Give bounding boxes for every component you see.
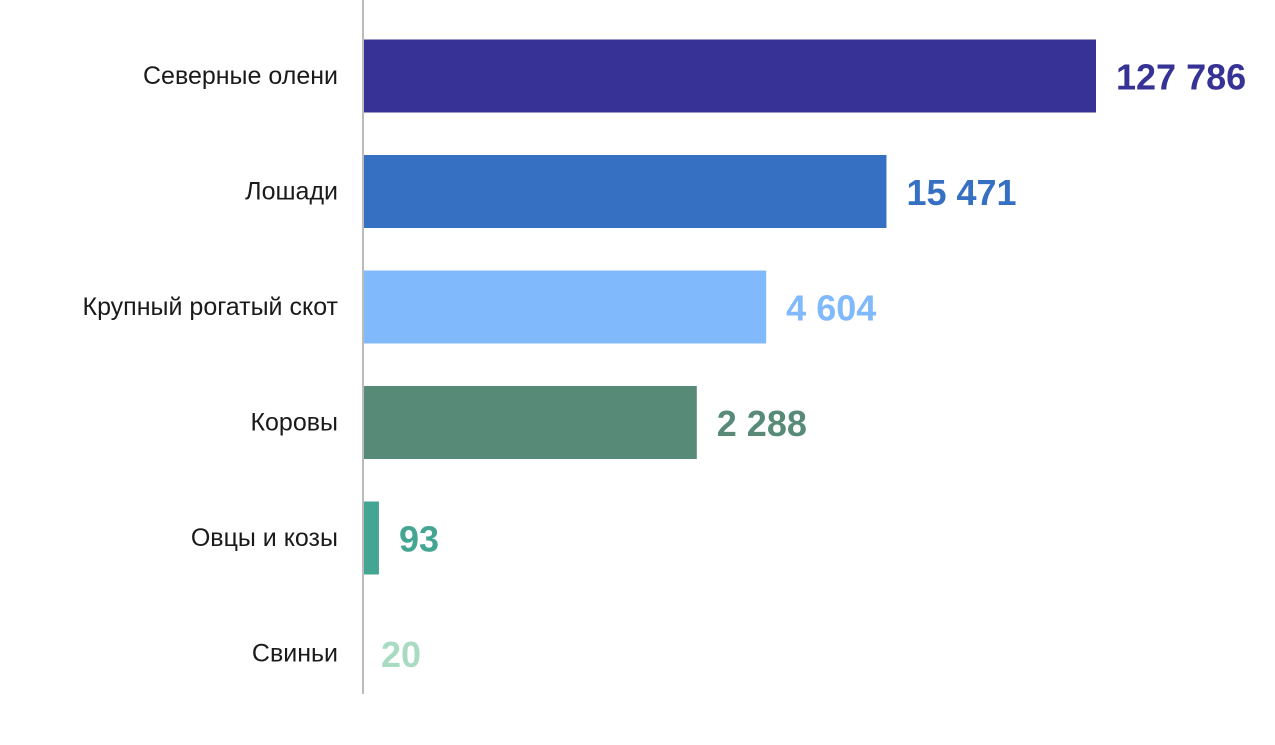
bars-layer <box>364 39 1096 575</box>
category-label: Овцы и козы <box>191 524 338 552</box>
category-label: Крупный рогатый скот <box>83 293 339 321</box>
value-label: 2 288 <box>717 403 807 444</box>
value-label: 20 <box>381 634 421 675</box>
category-label: Коровы <box>250 409 338 437</box>
bar <box>364 501 379 575</box>
category-label: Северные олени <box>143 62 338 90</box>
bar <box>364 39 1096 113</box>
labels-layer: Северные олени 127 786 Лошади 15 471 Крупный… <box>83 57 1247 676</box>
value-label: 127 786 <box>1116 57 1246 98</box>
category-label: Свиньи <box>252 640 338 668</box>
value-label: 4 604 <box>786 288 876 329</box>
value-label: 15 471 <box>906 172 1016 213</box>
category-label: Лошади <box>245 178 338 206</box>
bar <box>364 155 887 228</box>
bar <box>364 386 697 459</box>
value-label: 93 <box>399 519 439 560</box>
bar <box>364 270 767 344</box>
